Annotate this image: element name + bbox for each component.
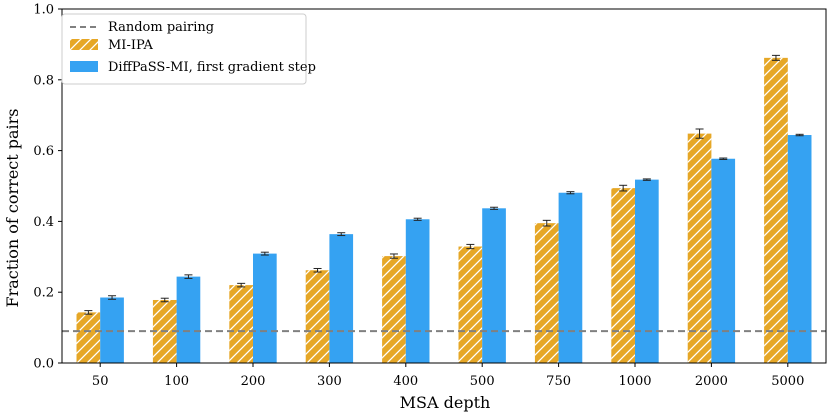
error-bar-mi-ipa-300 (313, 267, 322, 273)
x-tick-label: 200 (241, 374, 266, 389)
legend: Random pairing MI-IPA DiffPaSS-MI, first… (61, 13, 316, 85)
legend-swatch-mi-ipa-hatch (70, 39, 98, 50)
y-tick-label: 0.6 (33, 144, 54, 159)
error-bar-mi-ipa-2000 (695, 128, 704, 139)
error-bar-diffpass-mi-first-gradient-step-1000 (642, 178, 651, 181)
y-tick-label: 0.4 (33, 215, 54, 230)
legend-label-diffpass-mi: DiffPaSS-MI, first gradient step (108, 60, 316, 75)
error-bar-diffpass-mi-first-gradient-step-400 (413, 217, 422, 221)
bar-diffpass-mi-first-gradient-step-5000 (787, 135, 812, 363)
y-tick-label: 1.0 (33, 3, 54, 18)
bar-hatch-mi-ipa-300 (305, 270, 330, 363)
bar-diffpass-mi-first-gradient-step-750 (558, 192, 583, 363)
x-tick-label: 1000 (618, 374, 651, 389)
error-bar-mi-ipa-750 (542, 219, 551, 227)
bar-hatch-mi-ipa-50 (76, 312, 101, 363)
error-bar-mi-ipa-1000 (619, 184, 628, 192)
legend-frame (61, 13, 307, 85)
error-bar-diffpass-mi-first-gradient-step-300 (337, 232, 346, 237)
bar-hatch-mi-ipa-5000 (764, 57, 788, 364)
error-bar-diffpass-mi-first-gradient-step-50 (108, 295, 117, 300)
bar-hatch-mi-ipa-200 (229, 285, 253, 363)
x-tick-label: 400 (393, 374, 418, 389)
bar-diffpass-mi-first-gradient-step-200 (253, 253, 277, 363)
legend-swatch-diffpass-mi (70, 61, 98, 72)
error-bar-mi-ipa-50 (84, 310, 93, 315)
x-tick-label: 500 (470, 374, 495, 389)
y-tick-label: 0.8 (33, 73, 54, 88)
axes-frame (61, 8, 827, 364)
bar-diffpass-mi-first-gradient-step-2000 (711, 158, 736, 363)
error-bar-diffpass-mi-first-gradient-step-500 (490, 206, 499, 210)
error-bar-diffpass-mi-first-gradient-step-5000 (795, 133, 804, 137)
error-bar-diffpass-mi-first-gradient-step-2000 (719, 157, 728, 160)
x-tick-label: 50 (92, 374, 109, 389)
error-bar-mi-ipa-200 (237, 282, 246, 288)
bar-hatch-mi-ipa-500 (458, 246, 483, 363)
y-tick-label: 0.0 (33, 357, 54, 372)
bar-diffpass-mi-first-gradient-step-300 (329, 234, 354, 363)
error-bar-mi-ipa-500 (466, 243, 475, 250)
bar-hatch-mi-ipa-750 (534, 223, 559, 363)
y-axis-title: Fraction of correct pairs (3, 108, 22, 307)
x-tick-label: 100 (164, 374, 189, 389)
error-bar-mi-ipa-400 (389, 253, 398, 259)
legend-label-random-pairing: Random pairing (108, 20, 214, 35)
y-axis-ticks: 0.0 0.2 0.4 0.6 0.8 1.0 (33, 3, 62, 372)
bar-hatch-mi-ipa-1000 (611, 188, 635, 363)
x-tick-label: 2000 (695, 374, 728, 389)
error-bar-diffpass-mi-first-gradient-step-750 (566, 191, 575, 195)
error-bar-mi-ipa-5000 (771, 54, 780, 61)
bar-diffpass-mi-first-gradient-step-400 (405, 219, 430, 363)
error-bar-diffpass-mi-first-gradient-step-100 (184, 274, 193, 279)
bar-diffpass-mi-first-gradient-step-500 (482, 208, 506, 363)
x-tick-label: 5000 (771, 374, 804, 389)
bar-hatch-mi-ipa-400 (382, 256, 406, 363)
x-axis-ticks: 50 100 200 300 400 500 750 1000 2000 5000 (92, 363, 804, 389)
bar-diffpass-mi-first-gradient-step-1000 (635, 179, 659, 363)
error-bar-diffpass-mi-first-gradient-step-200 (260, 251, 269, 256)
error-bar-mi-ipa-100 (160, 297, 169, 303)
x-tick-label: 300 (317, 374, 342, 389)
x-tick-label: 750 (546, 374, 571, 389)
plot-area (61, 8, 827, 364)
legend-label-mi-ipa: MI-IPA (108, 38, 154, 53)
bar-hatch-mi-ipa-2000 (687, 133, 712, 363)
bar-diffpass-mi-first-gradient-step-100 (176, 276, 201, 363)
x-axis-title: MSA depth (400, 393, 491, 412)
y-tick-label: 0.2 (33, 286, 54, 301)
